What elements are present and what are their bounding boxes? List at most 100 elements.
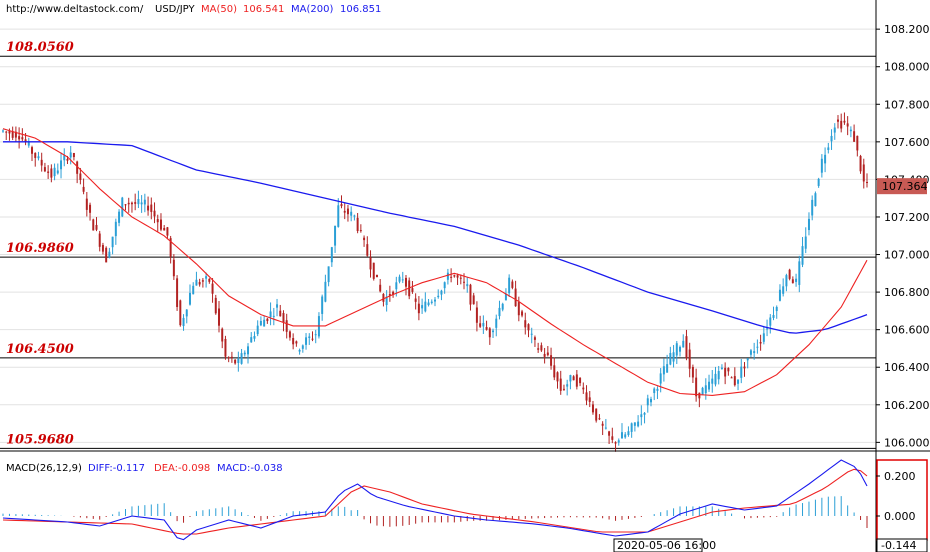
candle-body <box>211 283 214 294</box>
candle-body <box>121 197 124 217</box>
candle-body <box>327 266 330 283</box>
candle-body <box>695 377 698 397</box>
candle-body <box>617 440 620 443</box>
candle-body <box>633 422 636 426</box>
candle-body <box>243 352 246 355</box>
candle-body <box>401 279 404 281</box>
candle-body <box>443 282 446 289</box>
candle-body <box>343 210 346 213</box>
candle-body <box>188 292 191 305</box>
candle-body <box>195 279 198 286</box>
candle-body <box>79 173 82 180</box>
candle-body <box>159 219 162 230</box>
candle-body <box>285 320 288 332</box>
diff-line <box>2 459 868 541</box>
candle-body <box>737 379 740 384</box>
candle-body <box>508 277 511 294</box>
candle-body <box>353 215 356 217</box>
candle-body <box>601 423 604 426</box>
candle-body <box>179 300 182 326</box>
macd-dea-value: DEA:-0.098 <box>154 463 210 474</box>
candle-body <box>295 341 298 344</box>
candle-body <box>836 119 839 122</box>
candle-body <box>169 238 172 257</box>
candle-body <box>114 221 117 237</box>
candle-body <box>201 280 204 282</box>
candle-body <box>124 204 127 206</box>
candle-body <box>437 295 440 298</box>
candle-body <box>453 275 456 277</box>
candle-body <box>666 364 669 373</box>
macd-diff-value: DIFF:-0.117 <box>88 463 145 474</box>
candle-body <box>53 167 56 177</box>
candle-body <box>395 282 398 290</box>
price-tick-label: 106.600 <box>884 324 930 337</box>
candle-body <box>804 236 807 249</box>
candle-body <box>269 311 272 318</box>
symbol-label: USD/JPY <box>155 4 195 15</box>
candle-body <box>866 182 868 184</box>
source-url[interactable]: http://www.deltastock.com/ <box>6 4 144 15</box>
candle-body <box>350 211 353 216</box>
candle-body <box>766 328 769 330</box>
macd-ticks: 0.200 0.000 <box>876 470 916 523</box>
candle-body <box>472 295 475 305</box>
candle-body <box>434 299 436 302</box>
candle-body <box>814 193 817 207</box>
candle-body <box>47 171 50 173</box>
candle-body <box>340 204 343 207</box>
candle-body <box>256 325 259 335</box>
candle-body <box>627 431 630 436</box>
candle-body <box>324 281 327 302</box>
candle-body <box>824 154 827 164</box>
candle-body <box>659 373 662 384</box>
candle-body <box>176 278 179 307</box>
candle-body <box>111 236 114 248</box>
candle-body <box>662 366 665 375</box>
candle-body <box>214 297 217 314</box>
candle-body <box>8 131 11 134</box>
candle-body <box>479 323 482 327</box>
candle-body <box>382 293 385 302</box>
candle-body <box>311 338 314 340</box>
candle-body <box>749 350 752 355</box>
candle-body <box>746 358 749 361</box>
candle-body <box>208 278 211 282</box>
candle-body <box>530 333 533 335</box>
candle-body <box>830 135 833 142</box>
candle-body <box>69 152 72 158</box>
price-tick-label: 106.800 <box>884 286 930 299</box>
candle-body <box>795 278 798 282</box>
macd-header: MACD(26,12,9) DIFF:-0.117 DEA:-0.098 MAC… <box>6 463 283 474</box>
candle-body <box>221 328 224 342</box>
price-tick-label: 106.200 <box>884 399 930 412</box>
candle-body <box>192 285 195 295</box>
candle-body <box>685 336 688 359</box>
candle-body <box>769 317 772 326</box>
candle-body <box>76 161 79 174</box>
candle-body <box>282 313 285 323</box>
candle-body <box>40 159 43 166</box>
candle-body <box>137 199 140 205</box>
candle-body <box>379 284 382 292</box>
candle-body <box>672 352 675 362</box>
ma200-value: 106.851 <box>340 4 381 15</box>
macd-title: MACD(26,12,9) <box>6 463 82 474</box>
candle-body <box>156 219 159 223</box>
price-axis: 108.200108.000107.800107.600107.400107.2… <box>875 0 930 552</box>
candle-body <box>579 377 582 384</box>
candle-body <box>753 351 756 354</box>
candle-body <box>247 346 250 355</box>
level-label: 106.4500 <box>6 342 74 357</box>
price-tick-label: 107.200 <box>884 211 930 224</box>
candle-body <box>430 301 433 303</box>
price-tick-label: 107.000 <box>884 249 930 262</box>
candle-body <box>675 343 678 356</box>
candle-body <box>27 142 30 146</box>
candle-body <box>650 398 652 403</box>
price-tick-label: 107.800 <box>884 98 930 111</box>
candle-body <box>553 365 556 378</box>
candle-body <box>63 155 66 161</box>
candle-body <box>185 309 188 317</box>
